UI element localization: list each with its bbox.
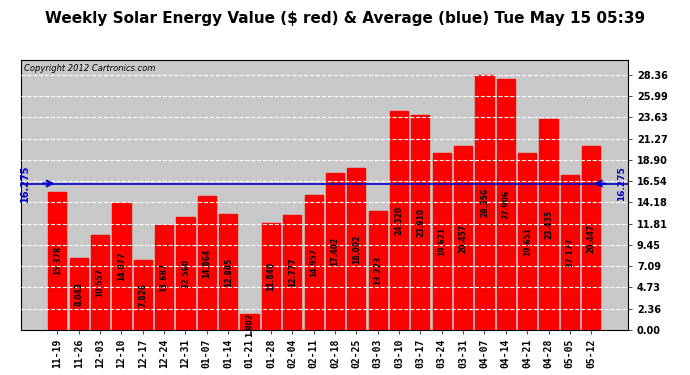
Bar: [219, 214, 237, 330]
Bar: [112, 203, 130, 330]
Bar: [134, 260, 152, 330]
Text: 12.560: 12.560: [181, 259, 190, 288]
Text: 1.802: 1.802: [245, 313, 254, 337]
Text: 16.275: 16.275: [20, 165, 30, 202]
Text: 11.840: 11.840: [266, 262, 275, 291]
Text: 20.457: 20.457: [459, 224, 468, 252]
Bar: [582, 146, 600, 330]
Text: 28.356: 28.356: [480, 188, 489, 217]
Bar: [155, 225, 173, 330]
Text: 7.826: 7.826: [138, 283, 147, 307]
Bar: [411, 115, 429, 330]
Text: 10.557: 10.557: [96, 268, 105, 297]
Text: 23.910: 23.910: [416, 208, 425, 237]
Text: 12.777: 12.777: [288, 258, 297, 287]
Bar: [177, 217, 195, 330]
Text: 27.906: 27.906: [502, 190, 511, 219]
Bar: [198, 196, 216, 330]
Text: 11.687: 11.687: [159, 263, 168, 292]
Text: Copyright 2012 Cartronics.com: Copyright 2012 Cartronics.com: [23, 64, 155, 73]
Text: 18.002: 18.002: [352, 234, 361, 264]
Bar: [262, 224, 280, 330]
Text: 17.177: 17.177: [565, 238, 574, 267]
Text: 13.223: 13.223: [373, 256, 382, 285]
Text: 12.885: 12.885: [224, 257, 233, 286]
Bar: [540, 119, 558, 330]
Bar: [561, 176, 579, 330]
Bar: [48, 192, 66, 330]
Bar: [304, 195, 323, 330]
Text: 14.077: 14.077: [117, 252, 126, 281]
Text: 20.447: 20.447: [586, 224, 595, 253]
Text: 8.043: 8.043: [75, 282, 83, 306]
Bar: [497, 79, 515, 330]
Text: Weekly Solar Energy Value ($ red) & Average (blue) Tue May 15 05:39: Weekly Solar Energy Value ($ red) & Aver…: [45, 11, 645, 26]
Bar: [91, 235, 109, 330]
Bar: [390, 111, 408, 330]
Bar: [368, 211, 387, 330]
Text: 23.435: 23.435: [544, 210, 553, 239]
Text: 15.378: 15.378: [53, 246, 62, 275]
Bar: [283, 215, 302, 330]
Bar: [326, 173, 344, 330]
Text: 19.621: 19.621: [437, 227, 446, 256]
Text: 19.651: 19.651: [522, 227, 532, 256]
Bar: [241, 314, 259, 330]
Bar: [70, 258, 88, 330]
Bar: [454, 146, 472, 330]
Text: 14.957: 14.957: [309, 248, 318, 277]
Text: 24.320: 24.320: [395, 206, 404, 235]
Text: 16.275: 16.275: [617, 166, 626, 201]
Bar: [433, 153, 451, 330]
Bar: [347, 168, 366, 330]
Bar: [518, 153, 536, 330]
Text: 14.864: 14.864: [202, 249, 211, 278]
Bar: [475, 75, 493, 330]
Text: 17.402: 17.402: [331, 237, 339, 266]
